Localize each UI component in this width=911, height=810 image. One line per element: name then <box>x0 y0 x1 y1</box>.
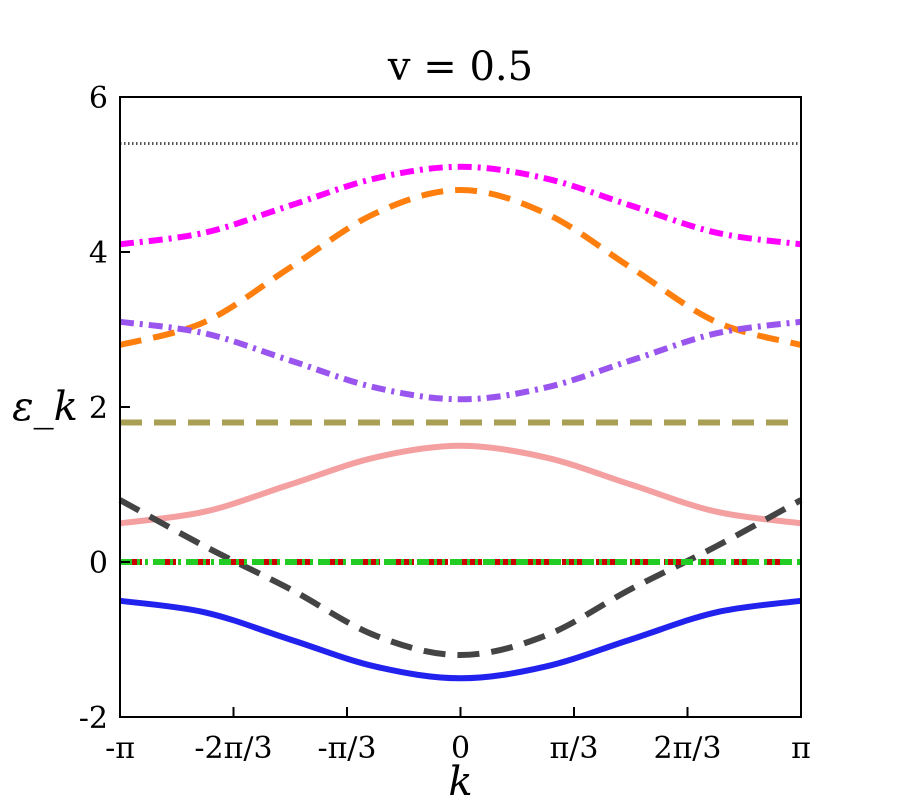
ticks-layer: -π -2π/3 -π/3 0 π/3 2π/3 π -2 0 2 4 6 <box>79 81 811 766</box>
y-tick-label: -2 <box>79 701 108 736</box>
y-tick-label: 2 <box>89 391 108 426</box>
x-tick-label: 2π/3 <box>654 731 722 766</box>
y-tick-label: 4 <box>89 236 108 271</box>
x-tick-label: π/3 <box>550 731 599 766</box>
y-tick-label: 0 <box>89 546 108 581</box>
band-series-7 <box>118 497 803 659</box>
x-tick-label: 0 <box>451 731 470 766</box>
x-tick-label: -π/3 <box>317 731 376 766</box>
band-series-6 <box>119 442 802 527</box>
x-tick-label: -π <box>105 731 135 766</box>
chart-title: v = 0.5 <box>387 44 533 90</box>
band-series-2 <box>119 163 802 248</box>
band-series-4 <box>119 318 802 403</box>
series-layer <box>118 142 803 682</box>
x-tick-label: π <box>791 731 811 766</box>
x-tick-label: -2π/3 <box>194 731 272 766</box>
band-series-3 <box>119 186 802 348</box>
x-axis-label: k <box>448 759 472 805</box>
y-tick-label: 6 <box>89 81 108 116</box>
y-axis-label: ε_k <box>12 384 78 430</box>
band-series-10 <box>119 597 802 682</box>
